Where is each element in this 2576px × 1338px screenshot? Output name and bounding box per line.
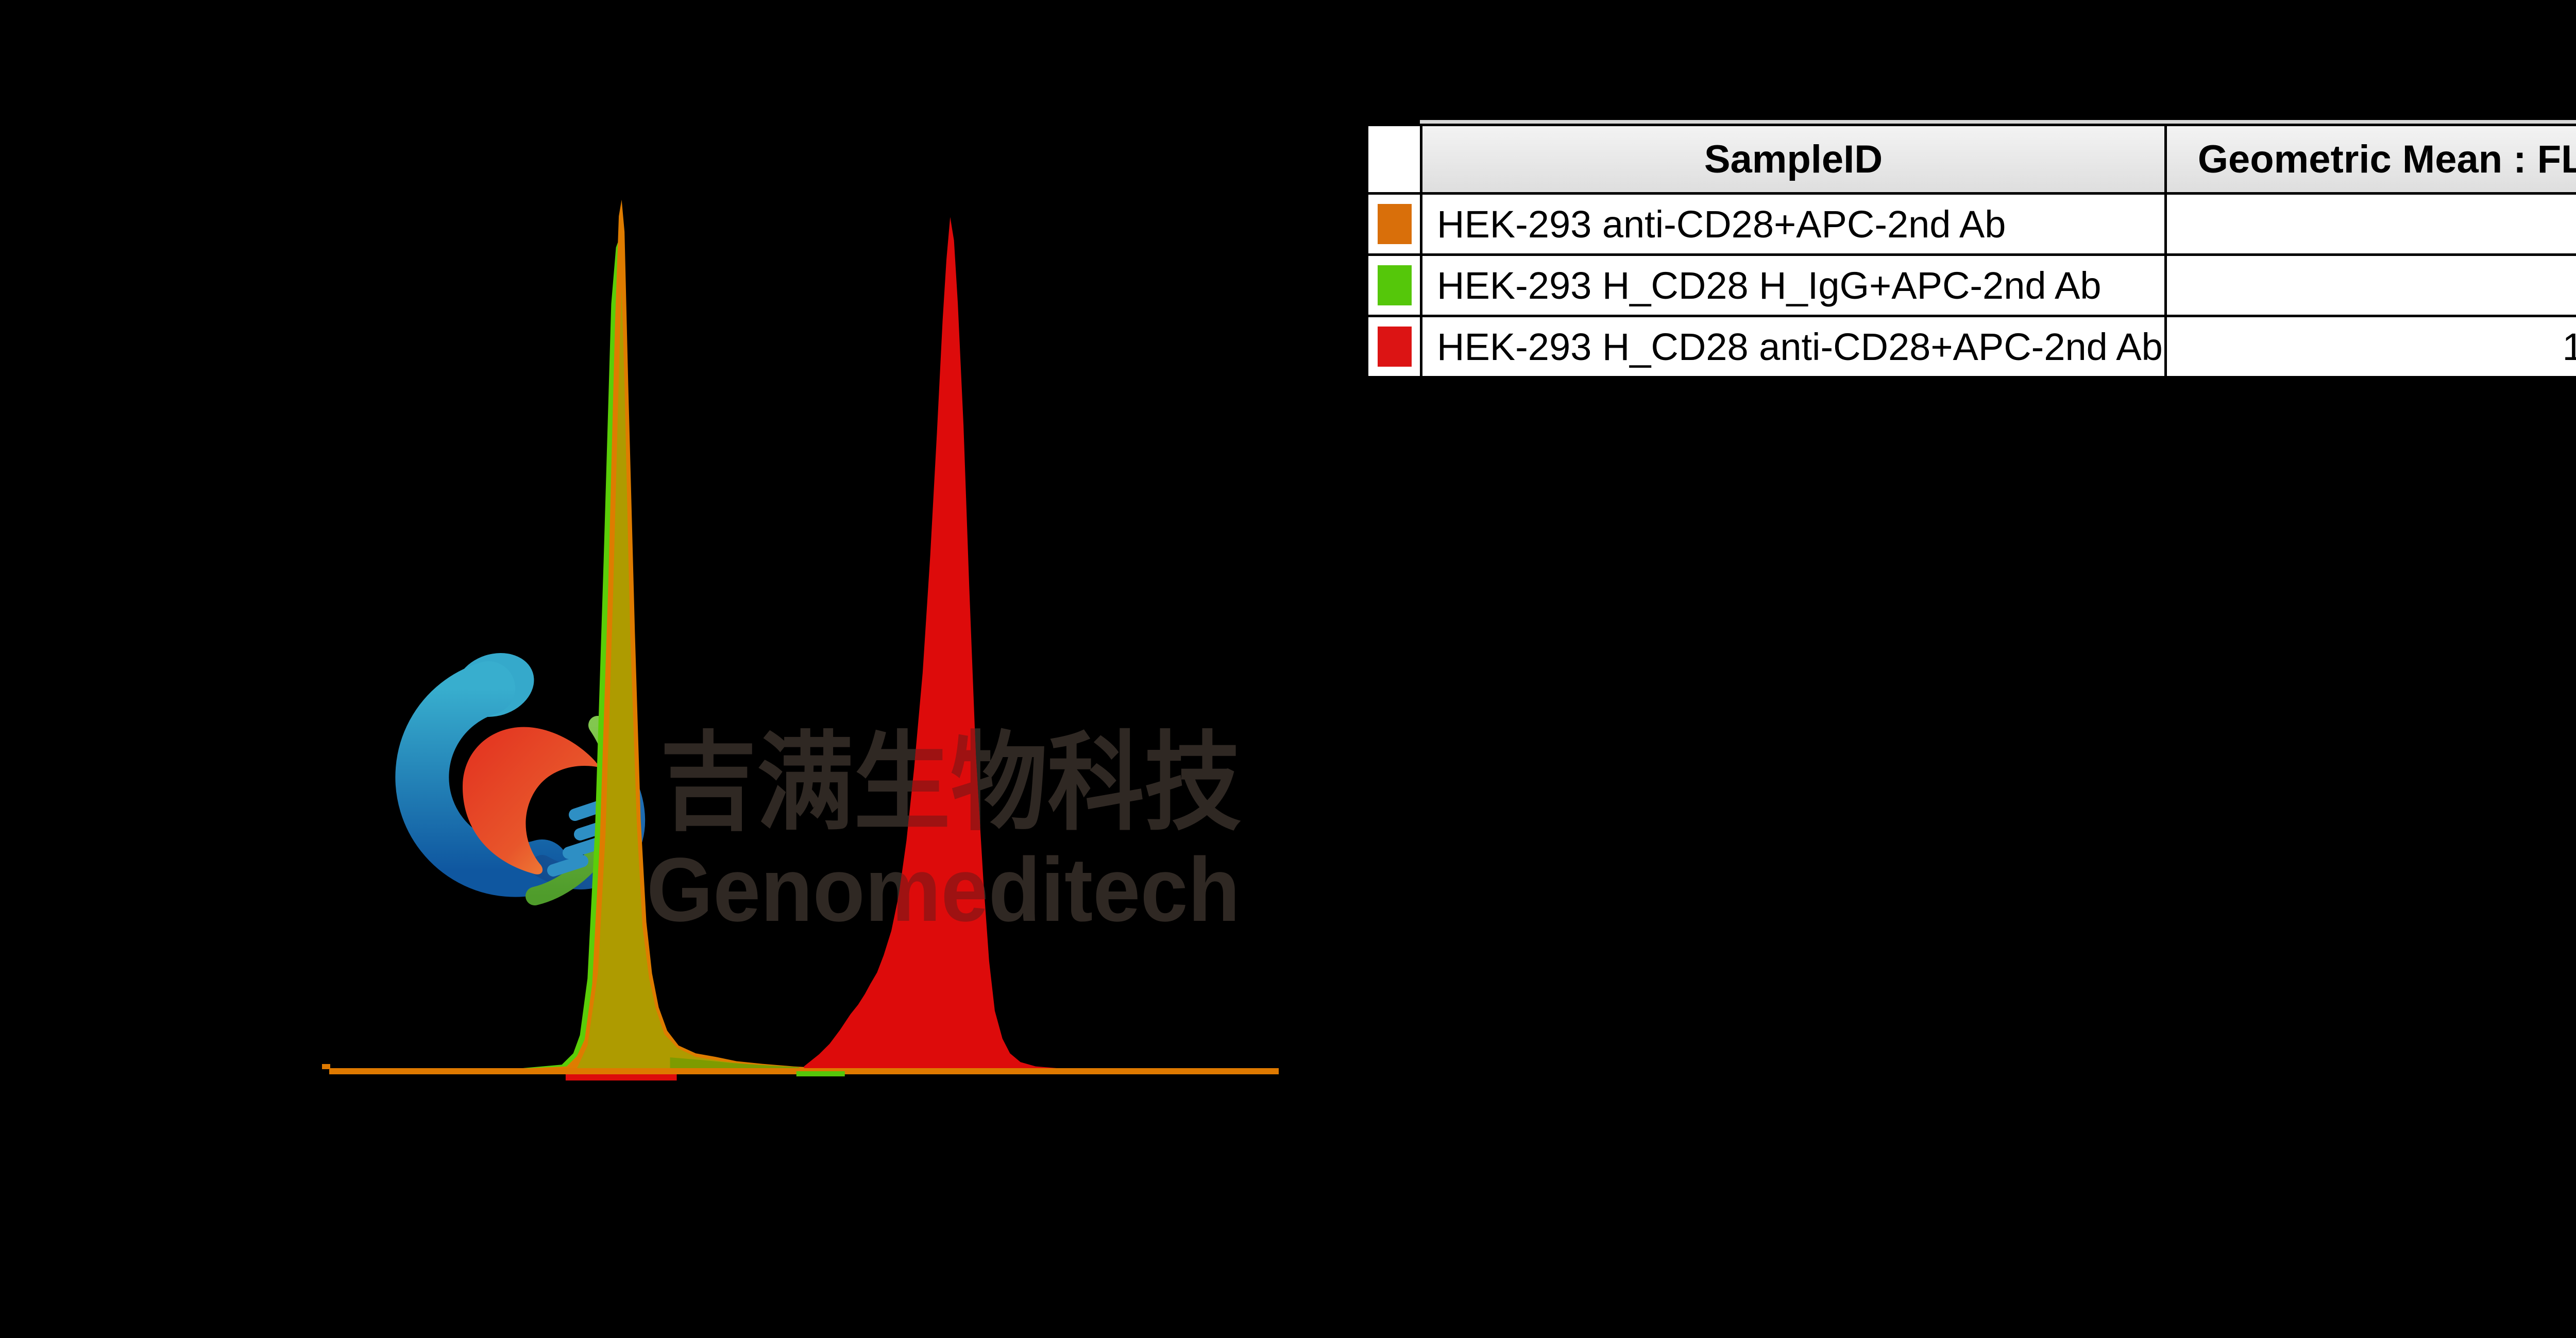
red-under-axis-strip [565, 1074, 677, 1080]
histogram-orange-series [530, 199, 824, 1069]
table-row: HEK-293 H_CD28 anti-CD28+APC-2nd Ab1.23E… [1368, 317, 2576, 376]
x-axis-start-tick [322, 1064, 330, 1069]
flow-cytometry-histogram: 吉满生物科技 Genomeditech 吉满生物科技 Genomeditech [322, 199, 1279, 1080]
header-sample-id: SampleID [1422, 126, 2167, 192]
header-geometric-mean: Geometric Mean : FL11-H [2167, 126, 2576, 192]
histogram-red-series [804, 217, 1057, 1068]
row-swatch-cell [1368, 256, 1422, 315]
histogram-green-tail-band [670, 1057, 801, 1068]
sample-id-cell: HEK-293 H_CD28 anti-CD28+APC-2nd Ab [1422, 317, 2167, 376]
table-row: HEK-293 H_CD28 H_IgG+APC-2nd Ab1087 [1368, 256, 2576, 317]
geometric-mean-cell: 1.23E6 [2167, 317, 2576, 376]
sample-id-cell: HEK-293 H_CD28 H_IgG+APC-2nd Ab [1422, 256, 2167, 315]
series-color-swatch [1378, 327, 1412, 367]
row-swatch-cell [1368, 317, 1422, 376]
table-row: HEK-293 anti-CD28+APC-2nd Ab1239 [1368, 195, 2576, 256]
table-top-strip [1420, 120, 2576, 124]
histogram-green-series [523, 242, 842, 1068]
logo-blue-c-swirl [395, 661, 569, 897]
statistics-table: SampleID Geometric Mean : FL11-H HEK-293… [1366, 120, 2576, 379]
histogram-overlap-fill [577, 288, 786, 1068]
green-under-axis-strip [796, 1071, 845, 1076]
header-swatch-cell [1368, 126, 1422, 192]
geometric-mean-cell: 1087 [2167, 256, 2576, 315]
sample-id-cell: HEK-293 anti-CD28+APC-2nd Ab [1422, 195, 2167, 253]
series-color-swatch [1378, 204, 1412, 244]
logo-red-teardrop [463, 727, 600, 874]
geometric-mean-cell: 1239 [2167, 195, 2576, 253]
series-color-swatch [1378, 265, 1412, 305]
table-header-row: SampleID Geometric Mean : FL11-H [1368, 126, 2576, 195]
row-swatch-cell [1368, 195, 1422, 253]
